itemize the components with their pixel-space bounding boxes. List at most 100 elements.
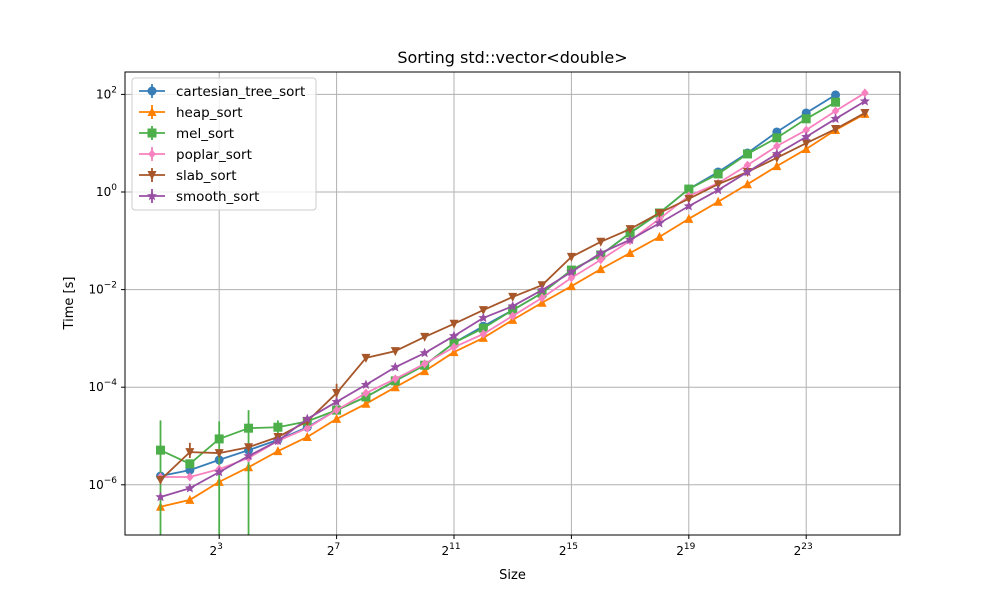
- data-point: [802, 125, 811, 135]
- x-tick-label: 211: [441, 542, 460, 558]
- data-point: [391, 374, 400, 384]
- data-point: [830, 113, 841, 124]
- data-point: [508, 292, 518, 302]
- data-point: [772, 133, 782, 143]
- y-tick-label: 10−6: [88, 476, 117, 492]
- legend-item-heap-sort: heap_sort: [139, 105, 243, 121]
- data-point: [186, 472, 194, 482]
- data-point: [831, 125, 841, 135]
- y-tick-label: 100: [96, 183, 117, 199]
- x-tick-label: 219: [676, 542, 695, 558]
- y-tick-label: 102: [96, 85, 117, 101]
- data-point: [713, 196, 723, 206]
- data-point: [831, 106, 840, 116]
- data-point: [773, 141, 781, 151]
- data-point: [302, 413, 313, 424]
- data-point: [566, 266, 577, 277]
- legend-label: heap_sort: [176, 105, 243, 121]
- y-axis-ticks: 102 100 10−2 10−4 10−6: [88, 85, 125, 492]
- data-point: [537, 288, 547, 298]
- data-point: [390, 361, 401, 372]
- x-tick-label: 23: [210, 542, 223, 558]
- x-tick-label: 27: [327, 542, 340, 558]
- data-point: [185, 459, 195, 469]
- y-axis-label: Time [s]: [62, 277, 77, 331]
- data-point: [596, 237, 606, 247]
- data-point: [713, 169, 723, 179]
- y-tick-label: 10−4: [88, 378, 117, 394]
- data-point: [654, 231, 664, 241]
- data-point: [654, 217, 665, 228]
- legend-label: smooth_sort: [176, 189, 259, 205]
- data-point: [654, 208, 664, 218]
- data-point: [185, 448, 195, 458]
- legend-box: [131, 77, 317, 211]
- data-point: [273, 446, 283, 456]
- series-smooth-sort: [155, 95, 870, 502]
- data-point: [272, 435, 283, 446]
- data-point: [508, 311, 517, 321]
- data-point: [625, 225, 635, 235]
- plot-frame: [124, 71, 901, 536]
- data-point: [743, 149, 752, 159]
- data-point: [771, 148, 782, 159]
- data-point: [596, 264, 606, 274]
- data-point: [214, 466, 225, 477]
- legend-item-mel-sort: mel_sort: [139, 126, 234, 142]
- data-point: [684, 213, 694, 223]
- data-point: [478, 323, 488, 333]
- legend-label: cartesian_tree_sort: [176, 84, 305, 100]
- data-point: [156, 475, 165, 485]
- data-point: [742, 166, 753, 177]
- series-line: [160, 101, 836, 465]
- data-point: [332, 389, 342, 399]
- data-point: [302, 431, 312, 441]
- data-point: [861, 88, 869, 98]
- data-point: [860, 108, 870, 118]
- data-point: [244, 443, 254, 453]
- data-point: [449, 319, 459, 329]
- data-point: [244, 423, 254, 433]
- data-point: [537, 284, 548, 295]
- x-tick-label: 223: [794, 542, 813, 558]
- data-point: [538, 293, 546, 303]
- data-point: [507, 300, 518, 311]
- data-point: [479, 329, 488, 339]
- data-point: [331, 396, 342, 407]
- legend-label: poplar_sort: [176, 147, 252, 163]
- data-point: [184, 482, 195, 493]
- x-axis-ticks: 23 27 211 215 219 223: [210, 535, 813, 558]
- data-point: [243, 450, 254, 461]
- data-point: [595, 247, 606, 258]
- data-point: [566, 252, 576, 262]
- data-point: [361, 398, 371, 408]
- chart-title: Sorting std::vector<double>: [397, 48, 627, 67]
- data-point: [801, 144, 811, 154]
- legend-item-poplar-sort: poplar_sort: [139, 147, 252, 163]
- data-point: [625, 234, 636, 245]
- data-point: [743, 179, 752, 189]
- data-point: [155, 491, 166, 502]
- data-point: [390, 382, 400, 392]
- data-point: [362, 388, 370, 398]
- y-tick-label: 10−2: [88, 281, 117, 297]
- x-axis-label: Size: [499, 568, 526, 583]
- data-point: [684, 184, 694, 194]
- legend: cartesian_tree_sort heap_sort mel_sortpopl…: [131, 77, 317, 211]
- data-point: [361, 353, 371, 363]
- data-point: [420, 366, 430, 376]
- data-point: [419, 347, 430, 358]
- legend-item-cartesian-tree-sort: cartesian_tree_sort: [139, 84, 305, 100]
- data-point: [831, 97, 841, 107]
- data-series: [155, 88, 870, 535]
- data-point: [801, 131, 812, 142]
- data-point: [360, 379, 371, 390]
- data-point: [450, 342, 458, 352]
- data-point: [420, 332, 430, 342]
- data-point: [625, 248, 635, 257]
- data-point: [801, 139, 811, 149]
- data-point: [214, 434, 224, 444]
- data-point: [566, 281, 576, 291]
- data-point: [420, 359, 429, 369]
